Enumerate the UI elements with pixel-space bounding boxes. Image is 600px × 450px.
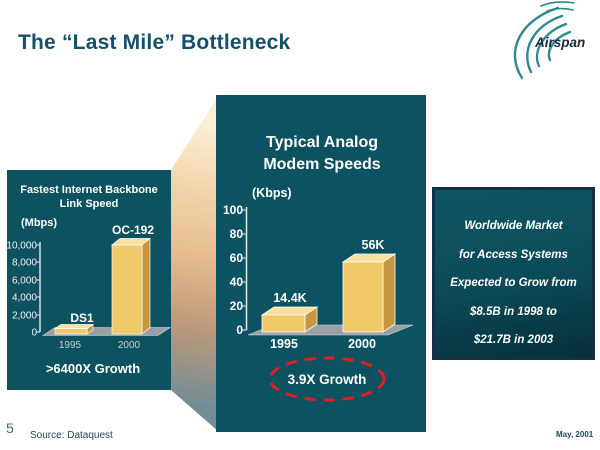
y-tick-label: 8,000 [12, 258, 37, 269]
market-box-line: Worldwide Market [464, 220, 563, 232]
logo-arc [513, 6, 560, 80]
y-tick-label: 60 [230, 251, 244, 265]
growth-ellipse [268, 356, 386, 402]
logo-arc [547, 30, 572, 62]
y-tick-label: 2,000 [12, 311, 37, 322]
modem-growth-annotation: 3.9X Growth [288, 372, 367, 387]
category-label: 1995 [270, 337, 298, 351]
category-label: 2000 [348, 337, 376, 351]
backbone-y-ticks [36, 244, 40, 333]
modem-chart-title-line2: Modem Speeds [263, 156, 380, 173]
y-tick-label: 6,000 [12, 276, 37, 287]
bar-label-ds1: DS1 [70, 311, 94, 325]
y-tick-label: 100 [223, 203, 243, 217]
y-tick-label: 10,000 [7, 241, 37, 252]
modem-chart: Typical Analog Modem Speeds (Kbps) 100 8… [223, 134, 414, 402]
bar-oc192 [111, 237, 151, 335]
bar-label-56k: 56K [362, 238, 385, 252]
date-note: May, 2001 [556, 430, 594, 439]
category-label: 1995 [59, 340, 82, 351]
backbone-y-tick-labels: 10,000 8,000 6,000 4,000 2,000 0 [7, 241, 37, 339]
logo-arc [535, 22, 568, 68]
y-tick-label: 20 [230, 299, 244, 313]
bar-14-4k [260, 306, 319, 333]
y-tick-label: 0 [236, 323, 243, 337]
category-label: 2000 [118, 340, 141, 351]
logo-arcs-icon: Airspan [513, 6, 585, 80]
modem-chart-title-line1: Typical Analog [266, 134, 378, 151]
backbone-chart-title-line1: Fastest Internet Backbone [20, 184, 158, 196]
corner-arc-icon [540, 0, 578, 12]
backbone-growth-annotation: >6400X Growth [46, 361, 140, 376]
modem-y-tick-labels: 100 80 60 40 20 0 [223, 203, 243, 337]
backbone-chart-panel: Fastest Internet Backbone Link Speed (Mb… [7, 170, 171, 390]
bar-ds1 [53, 323, 95, 335]
source-note: Source: Dataquest [30, 430, 113, 441]
market-box: Worldwide Market for Access Systems Expe… [432, 187, 595, 360]
wedge-shape [171, 95, 219, 432]
market-box-line: for Access Systems [459, 248, 568, 261]
airspan-logo: Airspan [492, 6, 598, 84]
market-box-line: Expected to Grow from [450, 277, 577, 289]
backbone-unit-label: (Mbps) [21, 217, 57, 229]
logo-arc [526, 14, 564, 74]
page-number: 5 [6, 420, 14, 436]
logo-wordmark: Airspan [534, 35, 585, 50]
market-box-line: $8.5B in 1998 to [470, 305, 557, 318]
slide-title: The “Last Mile” Bottleneck [18, 31, 291, 54]
backbone-chart-title-line2: Link Speed [60, 198, 119, 210]
y-tick-label: 40 [230, 275, 244, 289]
y-tick-label: 4,000 [12, 293, 37, 304]
bar-label-14-4k: 14.4K [273, 291, 306, 305]
market-box-line: $21.7B in 2003 [473, 334, 554, 346]
y-tick-label: 0 [31, 328, 37, 339]
bar-56k [341, 253, 397, 333]
bar-label-oc192: OC-192 [112, 223, 154, 237]
modem-y-ticks [242, 209, 247, 331]
y-tick-label: 80 [230, 227, 244, 241]
modem-unit-label: (Kbps) [252, 186, 292, 200]
backbone-chart: Fastest Internet Backbone Link Speed (Mb… [7, 184, 171, 376]
modem-chart-panel: Typical Analog Modem Speeds (Kbps) 100 8… [216, 95, 426, 432]
